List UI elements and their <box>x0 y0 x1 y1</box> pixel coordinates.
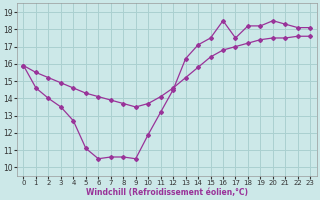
X-axis label: Windchill (Refroidissement éolien,°C): Windchill (Refroidissement éolien,°C) <box>86 188 248 197</box>
